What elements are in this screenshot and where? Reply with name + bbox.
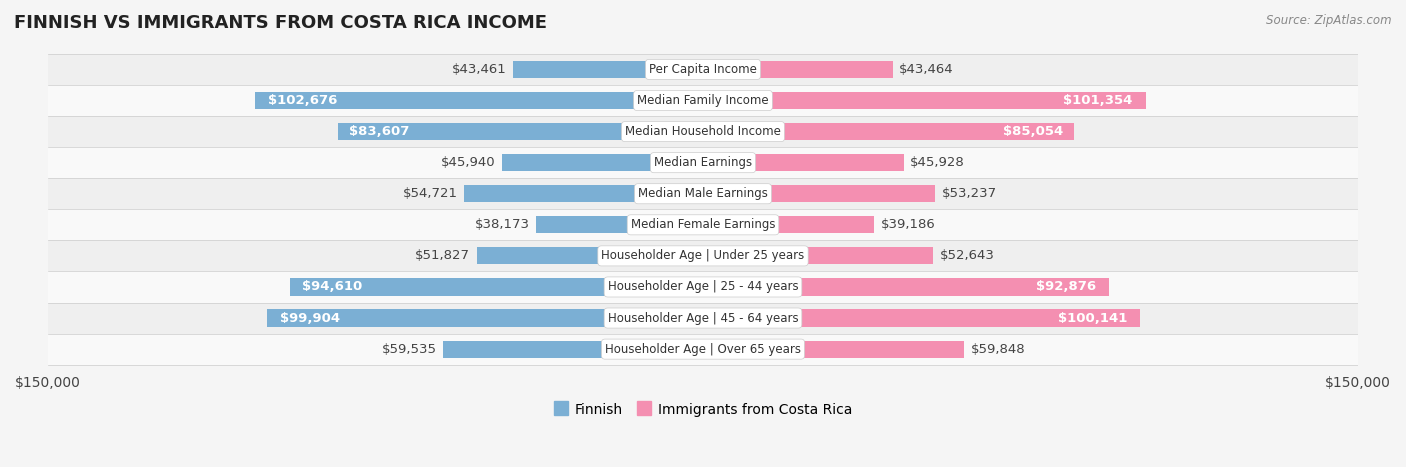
Bar <box>48 147 1358 178</box>
Text: $99,904: $99,904 <box>280 311 340 325</box>
Bar <box>48 54 1358 85</box>
Bar <box>254 92 703 109</box>
Bar <box>477 248 703 264</box>
Bar <box>48 85 1358 116</box>
Bar <box>267 310 703 326</box>
Text: Source: ZipAtlas.com: Source: ZipAtlas.com <box>1267 14 1392 27</box>
Text: $43,461: $43,461 <box>451 63 506 76</box>
Text: $52,643: $52,643 <box>939 249 994 262</box>
Bar <box>48 271 1358 303</box>
Text: Householder Age | Under 25 years: Householder Age | Under 25 years <box>602 249 804 262</box>
Text: $101,354: $101,354 <box>1063 94 1132 107</box>
Bar <box>443 340 703 358</box>
Text: $59,535: $59,535 <box>381 343 436 355</box>
Text: $54,721: $54,721 <box>402 187 457 200</box>
Bar <box>513 61 703 78</box>
Bar <box>703 92 1146 109</box>
Text: $53,237: $53,237 <box>942 187 997 200</box>
Text: Median Family Income: Median Family Income <box>637 94 769 107</box>
Bar <box>703 154 904 171</box>
Bar <box>502 154 703 171</box>
Text: $38,173: $38,173 <box>475 218 530 231</box>
Text: $59,848: $59,848 <box>972 343 1025 355</box>
Bar <box>703 278 1108 296</box>
Text: Median Household Income: Median Household Income <box>626 125 780 138</box>
Text: Median Female Earnings: Median Female Earnings <box>631 218 775 231</box>
Bar <box>290 278 703 296</box>
Text: $100,141: $100,141 <box>1057 311 1128 325</box>
Bar <box>703 216 875 234</box>
Text: $43,464: $43,464 <box>900 63 955 76</box>
Bar <box>337 123 703 140</box>
Text: $83,607: $83,607 <box>349 125 409 138</box>
Text: Per Capita Income: Per Capita Income <box>650 63 756 76</box>
Text: Householder Age | 45 - 64 years: Householder Age | 45 - 64 years <box>607 311 799 325</box>
Bar <box>48 116 1358 147</box>
Text: $45,940: $45,940 <box>441 156 496 169</box>
Text: Householder Age | 25 - 44 years: Householder Age | 25 - 44 years <box>607 281 799 293</box>
Text: $39,186: $39,186 <box>880 218 935 231</box>
Text: $45,928: $45,928 <box>910 156 965 169</box>
Bar <box>703 185 935 202</box>
Text: Median Earnings: Median Earnings <box>654 156 752 169</box>
Bar <box>48 303 1358 333</box>
Bar <box>703 123 1074 140</box>
Text: $94,610: $94,610 <box>302 281 363 293</box>
Text: Median Male Earnings: Median Male Earnings <box>638 187 768 200</box>
Text: $102,676: $102,676 <box>269 94 337 107</box>
Bar <box>48 178 1358 209</box>
Bar <box>703 340 965 358</box>
Bar <box>464 185 703 202</box>
Text: $51,827: $51,827 <box>415 249 470 262</box>
Bar <box>703 61 893 78</box>
Bar <box>703 248 934 264</box>
Bar <box>536 216 703 234</box>
Text: FINNISH VS IMMIGRANTS FROM COSTA RICA INCOME: FINNISH VS IMMIGRANTS FROM COSTA RICA IN… <box>14 14 547 32</box>
Legend: Finnish, Immigrants from Costa Rica: Finnish, Immigrants from Costa Rica <box>548 397 858 422</box>
Text: $85,054: $85,054 <box>1002 125 1063 138</box>
Bar <box>703 310 1140 326</box>
Bar <box>48 333 1358 365</box>
Text: $92,876: $92,876 <box>1036 281 1097 293</box>
Bar <box>48 241 1358 271</box>
Bar <box>48 209 1358 241</box>
Text: Householder Age | Over 65 years: Householder Age | Over 65 years <box>605 343 801 355</box>
